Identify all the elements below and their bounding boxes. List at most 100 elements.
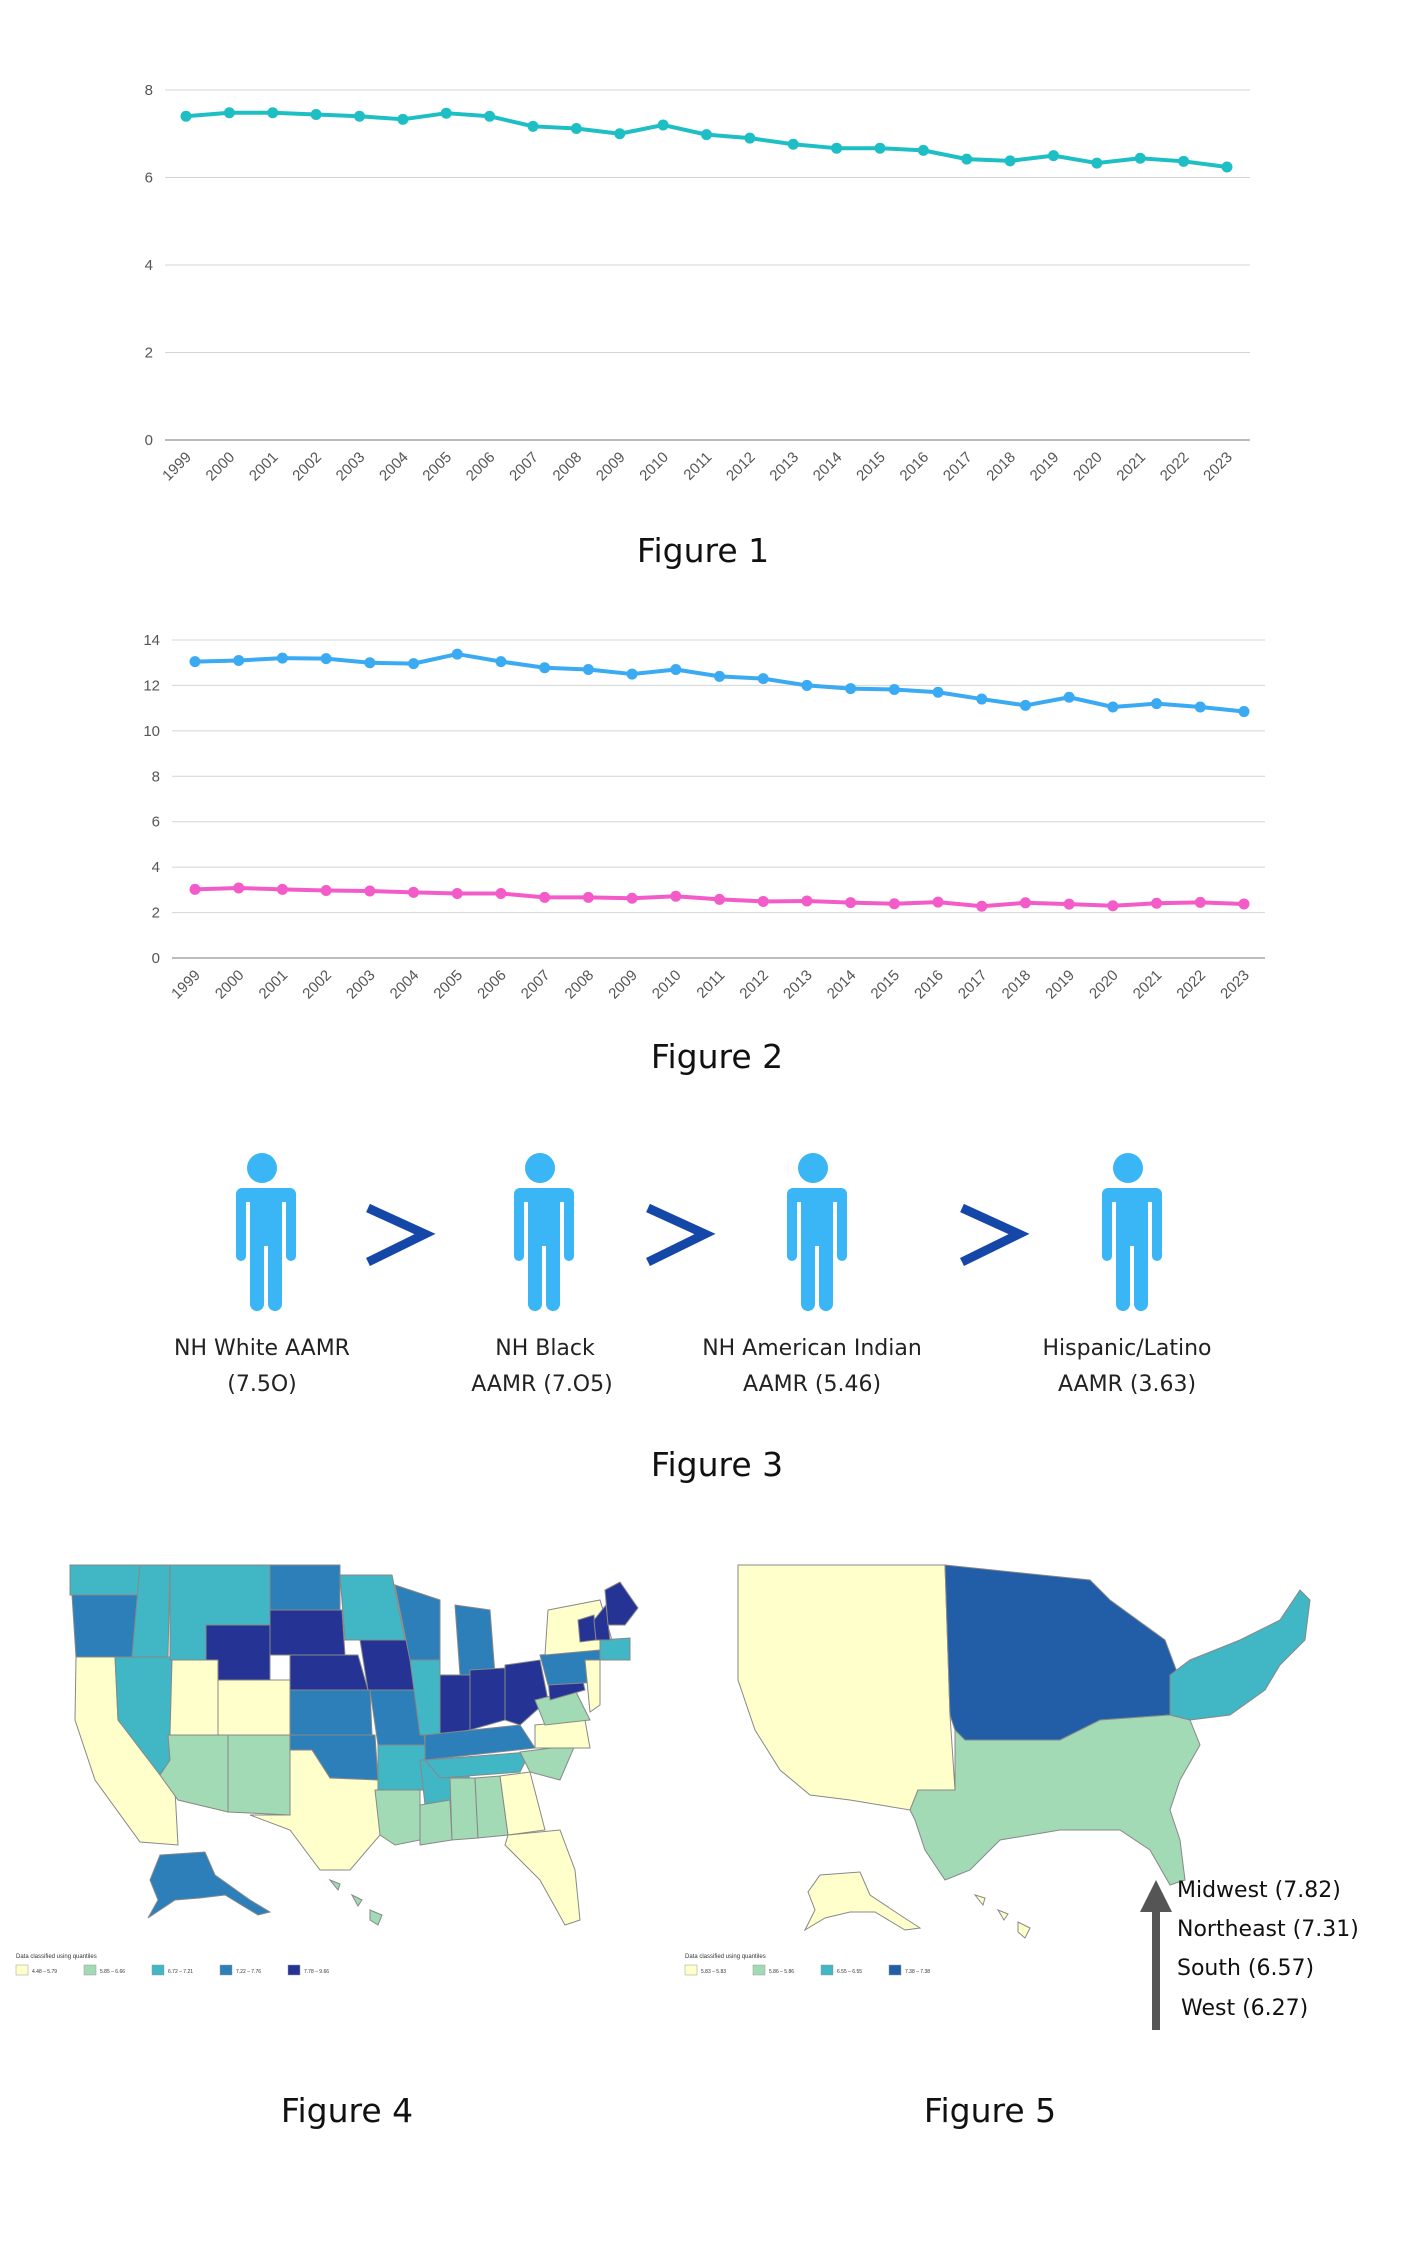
x-tick-label: 2010 [636, 449, 672, 485]
legend-title: Data classified using quantiles [16, 1954, 97, 1960]
legend-label: 6.72 – 7.21 [168, 1969, 193, 1975]
x-tick-label: 2022 [1157, 449, 1193, 485]
map-state [469, 1667, 506, 1731]
data-point [757, 673, 769, 685]
data-point [1238, 898, 1250, 910]
map-state [249, 1749, 381, 1871]
figure-4-legend: Data classified using quantiles 4.48 – 5.… [15, 1954, 329, 1976]
x-tick-label: 2011 [680, 449, 715, 484]
data-point [451, 887, 463, 899]
data-point [189, 656, 201, 668]
data-point [1107, 900, 1119, 912]
legend-swatch [219, 1964, 233, 1976]
legend-title: Data classified using quantiles [685, 1954, 766, 1960]
x-tick-label: 2019 [1042, 967, 1078, 1003]
x-tick-label: 2019 [1027, 449, 1063, 485]
data-point [657, 119, 669, 131]
data-point [1151, 897, 1163, 909]
map-state [419, 1799, 453, 1846]
data-point [1063, 691, 1075, 703]
y-tick-label: 6 [145, 170, 153, 187]
data-point [888, 684, 900, 696]
data-point [1048, 150, 1059, 162]
y-tick-label: 10 [143, 723, 160, 740]
x-tick-label: 2007 [518, 967, 554, 1003]
data-point [714, 670, 725, 682]
region-ranking: Midwest (7.82) Northeast (7.31) South (6… [1140, 1878, 1359, 2030]
data-point [1134, 152, 1146, 164]
map-state [423, 1751, 531, 1779]
x-tick-label: 1999 [159, 449, 195, 485]
map-state [131, 1564, 171, 1658]
data-point [1091, 157, 1103, 169]
data-point [626, 892, 638, 904]
figure-5-region-map [737, 1564, 1311, 1939]
data-point [1194, 896, 1206, 908]
data-point [451, 648, 463, 660]
person-label-line1: NH Black [495, 1336, 595, 1361]
data-point [440, 107, 452, 119]
x-tick-label: 2016 [897, 449, 933, 485]
x-tick-label: 2018 [999, 967, 1035, 1003]
region-rank-item: Midwest (7.82) [1177, 1878, 1341, 1903]
map-state [604, 1581, 639, 1626]
x-tick-label: 2016 [911, 967, 947, 1003]
data-point [570, 123, 582, 134]
map-state [439, 1674, 471, 1736]
data-point [397, 113, 409, 125]
data-point [1107, 701, 1119, 713]
person-label-line2: AAMR (5.46) [743, 1372, 881, 1397]
x-tick-label: 2023 [1217, 967, 1253, 1003]
x-tick-label: 2003 [333, 449, 369, 485]
legend-swatch [820, 1964, 834, 1976]
x-tick-label: 2000 [212, 967, 248, 1003]
person-label-line2: AAMR (3.63) [1058, 1372, 1196, 1397]
figure-3-caption: Figure 3 [651, 1445, 783, 1484]
x-tick-label: 2002 [299, 967, 335, 1003]
data-point [1063, 898, 1075, 910]
map-state [289, 1654, 369, 1691]
data-point [495, 656, 507, 668]
data-point [1194, 701, 1206, 713]
data-point [223, 107, 235, 119]
person-icon [1100, 1153, 1162, 1311]
data-point [976, 900, 988, 912]
region-rank-item: South (6.57) [1177, 1956, 1314, 1981]
person-label-line1: NH American Indian [702, 1336, 922, 1361]
data-point [845, 897, 857, 909]
map-state [377, 1744, 426, 1791]
data-point [180, 110, 192, 122]
x-tick-label: 2023 [1200, 449, 1236, 485]
map-region-south [909, 1714, 1201, 1886]
y-tick-label: 2 [152, 905, 160, 922]
map-state [499, 1771, 546, 1836]
region-rank-item: West (6.27) [1181, 1996, 1308, 2021]
legend-swatch [287, 1964, 301, 1976]
legend-swatch [888, 1964, 902, 1976]
map-state [593, 1603, 611, 1641]
data-point [233, 882, 245, 894]
data-point [626, 668, 638, 680]
data-point [801, 895, 813, 907]
figure-3-comparison: NH White AAMR (7.5O) NH Black AAMR (7.O5… [174, 1153, 1212, 1397]
map-state [289, 1689, 373, 1736]
legend-label: 5.83 – 5.83 [701, 1969, 726, 1975]
person-icon [512, 1153, 574, 1311]
x-tick-label: 1999 [168, 967, 204, 1003]
data-point [1221, 161, 1233, 173]
data-point [888, 898, 900, 910]
data-point [408, 886, 420, 898]
map-state [454, 1604, 496, 1676]
data-point [714, 893, 725, 905]
map-state [504, 1829, 581, 1926]
figure-4-state-map [69, 1564, 639, 1926]
x-tick-label: 2013 [766, 449, 802, 485]
x-tick-label: 2012 [723, 449, 759, 485]
data-point [233, 654, 245, 666]
y-tick-label: 12 [143, 677, 160, 694]
map-state [217, 1679, 291, 1736]
person-label-line2: AAMR (7.O5) [471, 1372, 612, 1397]
legend-label: 7.22 – 7.76 [236, 1969, 261, 1975]
x-tick-label: 2006 [463, 449, 499, 485]
